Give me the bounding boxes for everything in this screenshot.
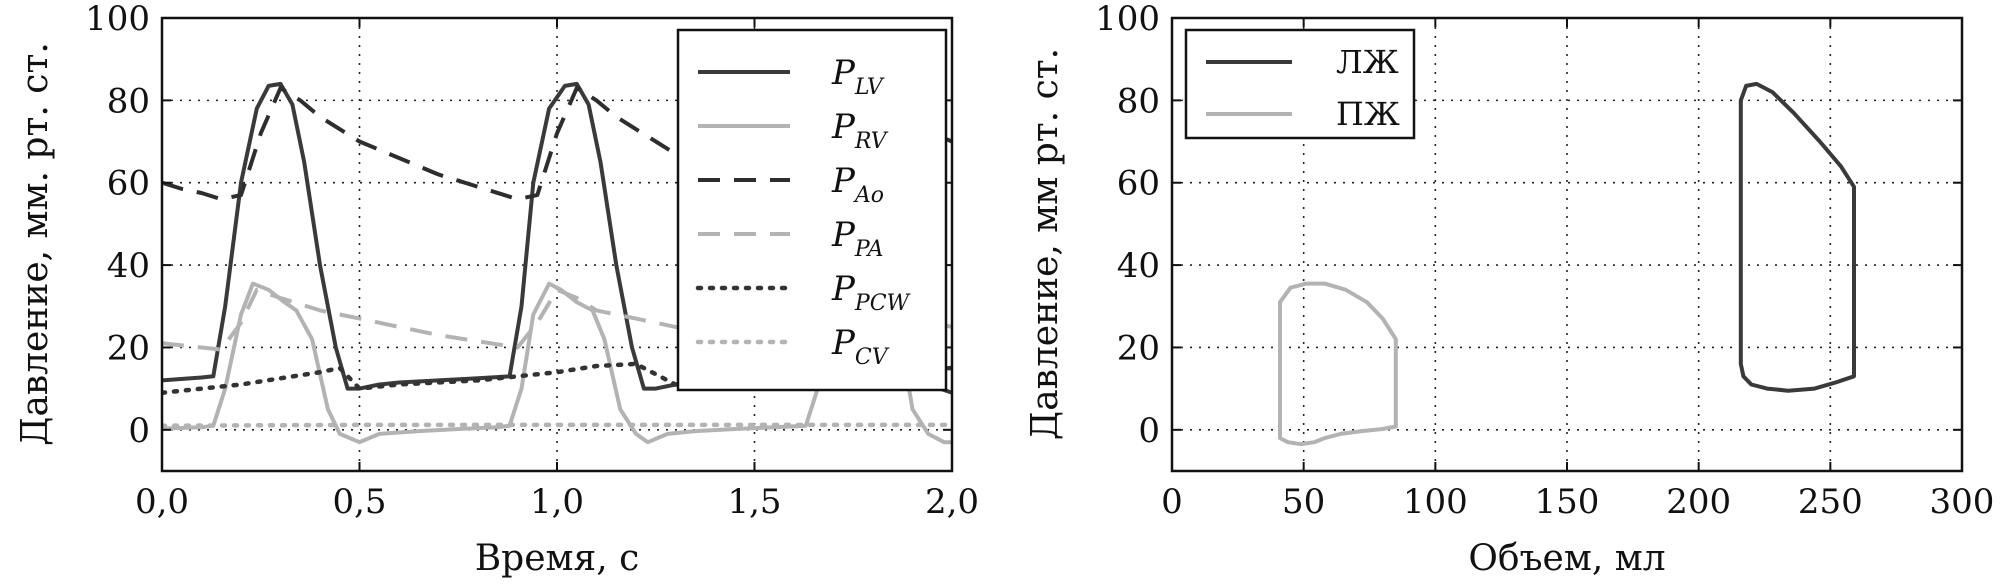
grid-right (1172, 18, 1962, 471)
y-axis-label-right: Давление, мм рт. ст. (1025, 48, 1066, 440)
x-tick-label: 50 (1282, 482, 1325, 522)
y-tick-label: 80 (1117, 81, 1160, 121)
y-tick-label: 20 (1117, 328, 1160, 368)
x-axis-label-right: Объем, мл (1468, 538, 1665, 579)
y-tick-label: 60 (107, 164, 150, 204)
series-line-лж (1738, 81, 1856, 393)
x-tick-label: 300 (1930, 482, 1995, 522)
y-tick-label: 100 (1095, 0, 1160, 39)
y-tick-label: 40 (107, 246, 150, 286)
x-tick-label: 100 (1403, 482, 1468, 522)
x-tick-label: 0 (1161, 482, 1183, 522)
x-tick-label: 0,0 (135, 482, 189, 522)
x-tick-label: 250 (1798, 482, 1863, 522)
y-tick-label: 40 (1117, 246, 1160, 286)
ticks-right: 0 50 100 150 200 250 300 0 20 40 60 80 100 (1095, 0, 1994, 522)
legend-label: ЛЖ (1336, 43, 1399, 81)
y-tick-label: 0 (1138, 411, 1160, 451)
chart-pressure-volume: 0 50 100 150 200 250 300 0 20 40 60 80 100 ЛЖ ПЖ Объе… (1025, 0, 1994, 579)
legend-label: ПЖ (1336, 95, 1400, 133)
series-line-пж (1278, 281, 1398, 447)
y-tick-label: 60 (1117, 164, 1160, 204)
x-tick-label: 2,0 (925, 482, 979, 522)
y-axis-label-left: Давление, мм. рт. ст. (15, 42, 56, 446)
series-clip (1278, 81, 1856, 447)
chart-pressure-time: 0,0 0,5 1,0 1,5 2,0 0 20 40 60 80 100 PLVPRVPAoPPA… (15, 0, 979, 579)
y-tick-label: 0 (128, 411, 150, 451)
legend-right: ЛЖ ПЖ (1184, 28, 1416, 140)
x-tick-label: 150 (1535, 482, 1600, 522)
series-group-right (1278, 81, 1856, 447)
x-axis-label-left: Время, с (475, 538, 640, 579)
x-tick-label: 200 (1666, 482, 1731, 522)
series-line-cv (162, 422, 952, 428)
x-tick-label: 1,0 (530, 482, 584, 522)
x-tick-label: 0,5 (332, 482, 386, 522)
x-tick-label: 1,5 (727, 482, 781, 522)
ticks-left: 0,0 0,5 1,0 1,5 2,0 0 20 40 60 80 100 (85, 0, 979, 522)
y-tick-label: 100 (85, 0, 150, 39)
y-tick-label: 20 (107, 328, 150, 368)
y-tick-label: 80 (107, 81, 150, 121)
legend-box (676, 28, 948, 392)
legend-box (1184, 28, 1416, 140)
